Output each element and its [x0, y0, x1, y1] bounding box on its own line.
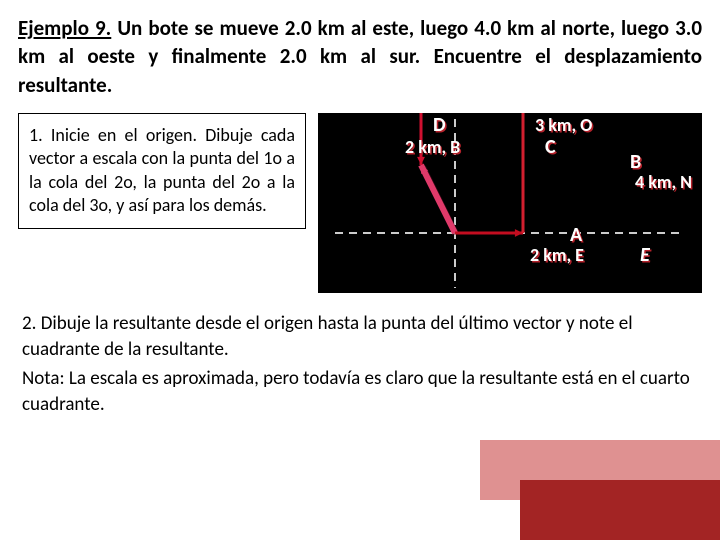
slide-content: Ejemplo 9. Un bote se mueve 2.0 km al es… [0, 0, 720, 432]
example-title: Ejemplo 9. [18, 15, 111, 41]
middle-row: 1. Inicie en el origen. Dibuje cada vect… [18, 113, 702, 293]
svg-text:E: E [640, 243, 651, 267]
svg-text:3 km, O: 3 km, O [535, 114, 592, 136]
step1-text: 1. Inicie en el origen. Dibuje cada vect… [29, 124, 295, 216]
decoration-dark [520, 480, 720, 540]
svg-text:A: A [570, 223, 583, 247]
problem-statement: Ejemplo 9. Un bote se mueve 2.0 km al es… [18, 14, 702, 99]
diagram-svg: 2 km, E2 km, E4 km, N4 km, N3 km, O3 km,… [318, 113, 702, 293]
bottom-text: 2. Dibuje la resultante desde el origen … [18, 311, 702, 418]
svg-text:C: C [545, 135, 556, 159]
svg-text:D: D [433, 113, 446, 137]
svg-text:2 km, B: 2 km, B [405, 136, 460, 158]
svg-text:B: B [630, 150, 641, 174]
step1-box: 1. Inicie en el origen. Dibuje cada vect… [18, 113, 306, 229]
vector-diagram: 2 km, E2 km, E4 km, N4 km, N3 km, O3 km,… [318, 113, 702, 293]
problem-text: Un bote se mueve 2.0 km al este, luego 4… [18, 15, 702, 98]
slide-decoration [460, 420, 720, 540]
svg-text:4 km, N: 4 km, N [635, 171, 692, 193]
note-text: Nota: La escala es aproximada, pero toda… [22, 366, 698, 417]
step2-text: 2. Dibuje la resultante desde el origen … [22, 311, 698, 362]
